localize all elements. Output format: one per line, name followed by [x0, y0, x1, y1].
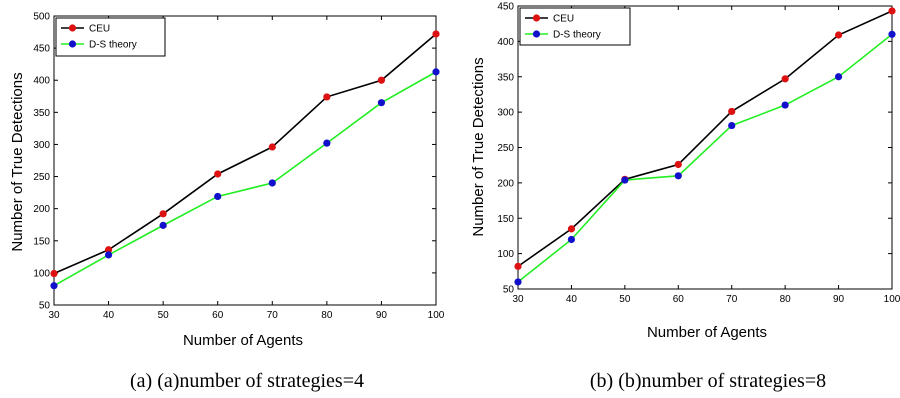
chart-a-xtick-label: 90 — [376, 310, 388, 321]
chart-a-legend-box — [55, 17, 166, 57]
chart-b-xtick-label: 60 — [673, 294, 685, 305]
chart-a-ytick-label: 200 — [33, 204, 50, 215]
chart-b-series-0-point — [781, 75, 789, 83]
chart-a: Number of True Detections Number of Agen… — [9, 12, 445, 393]
chart-a-ytick-label: 100 — [33, 268, 50, 279]
chart-b-series-0-line — [517, 10, 893, 268]
chart-a-ytick-label: 50 — [39, 301, 51, 312]
chart-a-xtick-label: 70 — [267, 310, 279, 321]
chart-b-xtick-label: 90 — [833, 294, 845, 305]
chart-a-caption: (a) (a)number of strategies=4 — [130, 370, 364, 392]
chart-b-plot-frame — [517, 5, 893, 290]
chart-b-series-1-point — [781, 101, 789, 109]
chart-b-series-0-point — [728, 107, 736, 116]
chart-a-series-1-point — [323, 139, 331, 147]
chart-b-series-1-point — [834, 73, 843, 81]
chart-b-series-1-point — [621, 176, 629, 184]
chart-b-legend-label: CEU — [553, 14, 574, 25]
chart-a-xtick-label: 100 — [428, 310, 445, 321]
chart-b-legend-box — [519, 7, 631, 46]
chart-a-series-0-line — [53, 33, 437, 275]
chart-b-ytick-label: 450 — [497, 2, 514, 13]
chart-a-xlabel: Number of Agents — [183, 332, 303, 349]
chart-b-series-1-point — [888, 30, 896, 38]
chart-a-series-1-point — [159, 221, 167, 229]
chart-a-legend-swatch-marker — [68, 24, 77, 32]
chart-b-xtick-label: 40 — [566, 294, 578, 305]
chart-a-xtick-label: 60 — [212, 310, 224, 321]
chart-a-legend-label: D-S theory — [89, 40, 137, 51]
chart-b-xtick-label: 80 — [780, 294, 792, 305]
chart-b-legend-swatch-marker — [532, 30, 541, 38]
chart-a-series-0-point — [377, 76, 386, 84]
chart-a-series-0-point — [104, 246, 113, 254]
chart-a-legend-swatch-marker — [68, 40, 77, 48]
chart-a-series-0-point — [214, 170, 222, 178]
chart-b-xtick-label: 30 — [512, 294, 524, 305]
chart-b-ylabel: Number of True Detections — [470, 57, 487, 236]
chart-b-series-1-point — [674, 172, 682, 180]
chart-a-xtick-label: 30 — [48, 310, 60, 321]
chart-a-ytick-label: 250 — [33, 172, 50, 183]
chart-a-series-1-point — [50, 282, 58, 290]
chart-b-ytick-label: 150 — [497, 214, 514, 225]
chart-a-series-0-point — [432, 30, 440, 38]
chart-a-legend-label: CEU — [89, 24, 110, 35]
chart-a-xtick-label: 80 — [321, 310, 333, 321]
chart-b-ytick-label: 100 — [497, 249, 514, 260]
chart-a-ytick-label: 450 — [33, 44, 50, 55]
chart-a-series-1-point — [104, 251, 113, 259]
chart-b-series-0-point — [514, 262, 522, 270]
chart-a-series-0-point — [50, 269, 58, 278]
chart-b-legend-label: D-S theory — [553, 30, 601, 41]
chart-a-ytick-label: 400 — [33, 76, 50, 87]
chart-b-caption: (b) (b)number of strategies=8 — [590, 370, 826, 392]
chart-a-series-0-point — [268, 143, 276, 151]
chart-a-series-1-point — [268, 179, 276, 187]
chart-b-ytick-label: 350 — [497, 72, 514, 83]
chart-b-ytick-label: 300 — [497, 108, 514, 119]
chart-b-legend-swatch-marker — [532, 14, 541, 22]
chart-a-ylabel: Number of True Detections — [9, 72, 26, 251]
chart-b-xtick-label: 100 — [884, 294, 900, 305]
chart-a-series-1-point — [432, 68, 440, 76]
chart-b-series-0-point — [567, 225, 576, 233]
chart-b-xlabel: Number of Agents — [647, 324, 767, 341]
chart-b-series-0-point — [674, 160, 682, 169]
chart-a-ytick-label: 500 — [33, 12, 50, 23]
chart-a-xtick-label: 50 — [158, 310, 170, 321]
chart-b-ytick-label: 200 — [497, 178, 514, 189]
chart-a-series-1-point — [214, 192, 222, 201]
chart-b-series-0-point — [888, 7, 896, 15]
chart-b-ytick-label: 50 — [503, 285, 515, 296]
chart-a-series-1-point — [377, 99, 386, 107]
chart-a-series-0-point — [159, 210, 167, 218]
chart-b-xtick-label: 50 — [619, 294, 631, 305]
chart-b-series-1-point — [567, 235, 576, 244]
chart-a-ytick-label: 350 — [33, 108, 50, 119]
chart-a-series-1-line — [53, 71, 437, 287]
chart-a-xtick-label: 40 — [103, 310, 115, 321]
chart-a-ytick-label: 300 — [33, 140, 50, 151]
chart-b-ytick-label: 400 — [497, 37, 514, 48]
chart-b-xtick-label: 70 — [726, 294, 738, 305]
chart-b-series-1-line — [517, 33, 893, 283]
chart-b-series-0-point — [834, 31, 843, 39]
chart-b-ytick-label: 250 — [497, 143, 514, 154]
chart-a-ytick-label: 150 — [33, 236, 50, 247]
chart-a-series-0-point — [323, 93, 331, 101]
chart-b: Number of True Detections Number of Agen… — [470, 2, 900, 393]
chart-b-series-1-point — [514, 278, 522, 286]
chart-b-series-1-point — [728, 121, 736, 130]
